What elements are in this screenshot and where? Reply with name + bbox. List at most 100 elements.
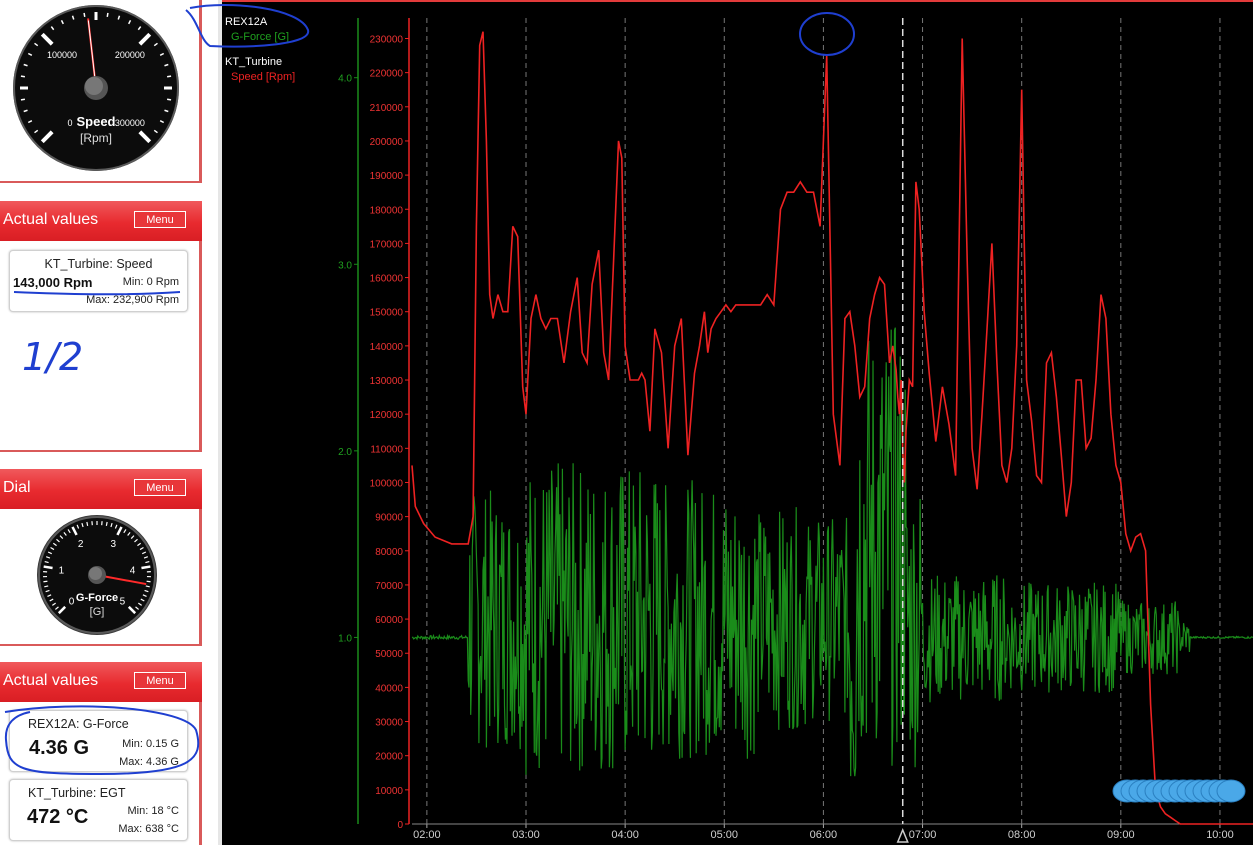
menu-button[interactable]: Menu — [134, 672, 186, 689]
gauge-title: G-Force — [76, 592, 118, 604]
x-tick-label: 03:00 — [512, 829, 540, 841]
value-card-min: Min: 18 °C — [127, 805, 179, 817]
gauge-title: Speed — [76, 114, 115, 129]
y-right-tick-label: 160000 — [370, 274, 404, 285]
gauge-unit: [Rpm] — [80, 131, 112, 145]
gauge-tick — [34, 42, 39, 47]
gauge-hub-shine — [89, 567, 102, 580]
y-left-tick-label: 3.0 — [338, 260, 352, 271]
value-card-name: KT_Turbine: EGT — [28, 786, 126, 800]
gauge-tick — [128, 19, 132, 25]
gauge-tick — [145, 560, 150, 564]
gauge-tick — [143, 556, 149, 559]
gauge-tick — [110, 522, 113, 528]
gauge-tick — [138, 32, 152, 46]
menu-button[interactable]: Menu — [134, 479, 186, 496]
menu-button[interactable]: Menu — [134, 211, 186, 228]
panel-border — [0, 450, 202, 452]
gauge-tick — [141, 565, 151, 570]
series-speed — [411, 31, 1253, 825]
gauge-tick — [34, 129, 39, 134]
legend-device: KT_Turbine — [225, 56, 282, 68]
gauge-tick-label: 4 — [130, 565, 136, 576]
gauge-tick — [153, 129, 158, 134]
value-card-turbine-speed[interactable]: KT_Turbine: Speed 143,000 Rpm Min: 0 Rpm… — [9, 250, 188, 312]
gauge-tick — [159, 120, 165, 124]
cursor-handle-icon — [896, 828, 909, 843]
gauge-tick — [71, 526, 78, 536]
y-right-tick-label: 40000 — [375, 683, 403, 694]
value-card-min: Min: 0 Rpm — [122, 276, 179, 288]
gauge-tick — [123, 529, 127, 534]
gforce-gauge: 0 1 2 3 4 5G-Force [G] — [37, 515, 157, 635]
series-gforce — [411, 327, 1253, 777]
gauge-tick — [86, 521, 89, 526]
panel-border — [199, 702, 202, 845]
y-right-tick-label: 10000 — [375, 786, 403, 797]
gauge-tick — [44, 560, 49, 564]
value-card-egt[interactable]: KT_Turbine: EGT 472 °C Min: 18 °C Max: 6… — [9, 779, 188, 841]
gauge-tick — [49, 598, 54, 602]
gauge-tick — [105, 521, 108, 526]
gauge-tick — [137, 26, 142, 31]
gauge-unit: [G] — [90, 606, 105, 618]
x-tick-label: 04:00 — [611, 829, 639, 841]
scroll-indicator-icon — [1216, 779, 1246, 803]
left-panel: 0 100000 200000 300000 Speed [Rpm] Actual val… — [0, 0, 222, 845]
x-tick-label: 07:00 — [909, 829, 937, 841]
chart-canvas[interactable]: 02:00 03:00 04:00 05:00 06:00 07:00 08:00 09:00… — [222, 0, 1253, 845]
gauge-tick — [47, 551, 53, 555]
gauge-tick-label: 0 — [69, 596, 75, 607]
gauge-tick-label: 3 — [111, 539, 117, 550]
gauge-tick — [27, 52, 33, 56]
value-card-value: 4.36 G — [29, 737, 90, 759]
gauge-tick — [153, 42, 158, 47]
x-tick-label: 06:00 — [810, 829, 838, 841]
x-tick-label: 10:00 — [1206, 829, 1234, 841]
y-right-tick-label: 110000 — [370, 444, 403, 455]
x-tick-label: 02:00 — [413, 829, 441, 841]
splitter[interactable] — [218, 0, 222, 845]
panel-title: Actual values — [3, 672, 99, 689]
gauge-tick — [63, 531, 67, 536]
gauge-tick — [146, 580, 151, 583]
gauge-tick — [57, 605, 67, 615]
gauge-tick — [40, 32, 54, 46]
value-card-gforce[interactable]: REX12A: G-Force 4.36 G Min: 0.15 G Max: … — [9, 710, 188, 772]
x-tick-label: 08:00 — [1008, 829, 1036, 841]
dial-header: Dial Menu — [0, 469, 202, 509]
panel-title: Dial — [3, 479, 31, 496]
y-right-tick-label: 60000 — [375, 615, 403, 626]
gauge-tick-label: 1 — [59, 565, 65, 576]
value-card-value: 143,000 Rpm — [13, 275, 93, 290]
gauge-tick — [116, 526, 123, 536]
x-tick-label: 09:00 — [1107, 829, 1135, 841]
y-right-tick-label: 150000 — [370, 308, 404, 319]
gauge-tick — [145, 585, 150, 588]
gauge-tick — [40, 130, 54, 144]
gauge-tick — [56, 538, 60, 543]
gauge-tick — [135, 606, 139, 610]
gauge-tick — [138, 602, 142, 606]
y-right-tick-label: 130000 — [370, 376, 404, 387]
y-right-tick-label: 180000 — [370, 205, 404, 216]
legend-device: REX12A — [225, 16, 268, 28]
gauge-tick — [166, 75, 172, 78]
gauge-hub-shine — [85, 77, 103, 95]
time-chart[interactable]: 02:00 03:00 04:00 05:00 06:00 07:00 08:00 09:00… — [222, 0, 1253, 845]
gauge-tick — [43, 580, 48, 583]
y-right-tick-label: 20000 — [375, 752, 403, 763]
y-right-tick-label: 100000 — [370, 478, 404, 489]
gauge-tick — [140, 598, 145, 602]
panel-title: Actual values — [3, 211, 99, 228]
y-right-tick-label: 80000 — [375, 547, 403, 558]
value-card-name: REX12A: G-Force — [28, 717, 129, 731]
value-card-value: 472 °C — [27, 806, 89, 828]
gauge-tick — [23, 63, 28, 67]
gauge-tick — [137, 542, 142, 547]
panel-border — [199, 509, 202, 646]
y-right-tick-label: 30000 — [375, 718, 403, 729]
y-right-tick-label: 230000 — [370, 34, 404, 45]
y-right-tick-label: 200000 — [370, 137, 404, 148]
